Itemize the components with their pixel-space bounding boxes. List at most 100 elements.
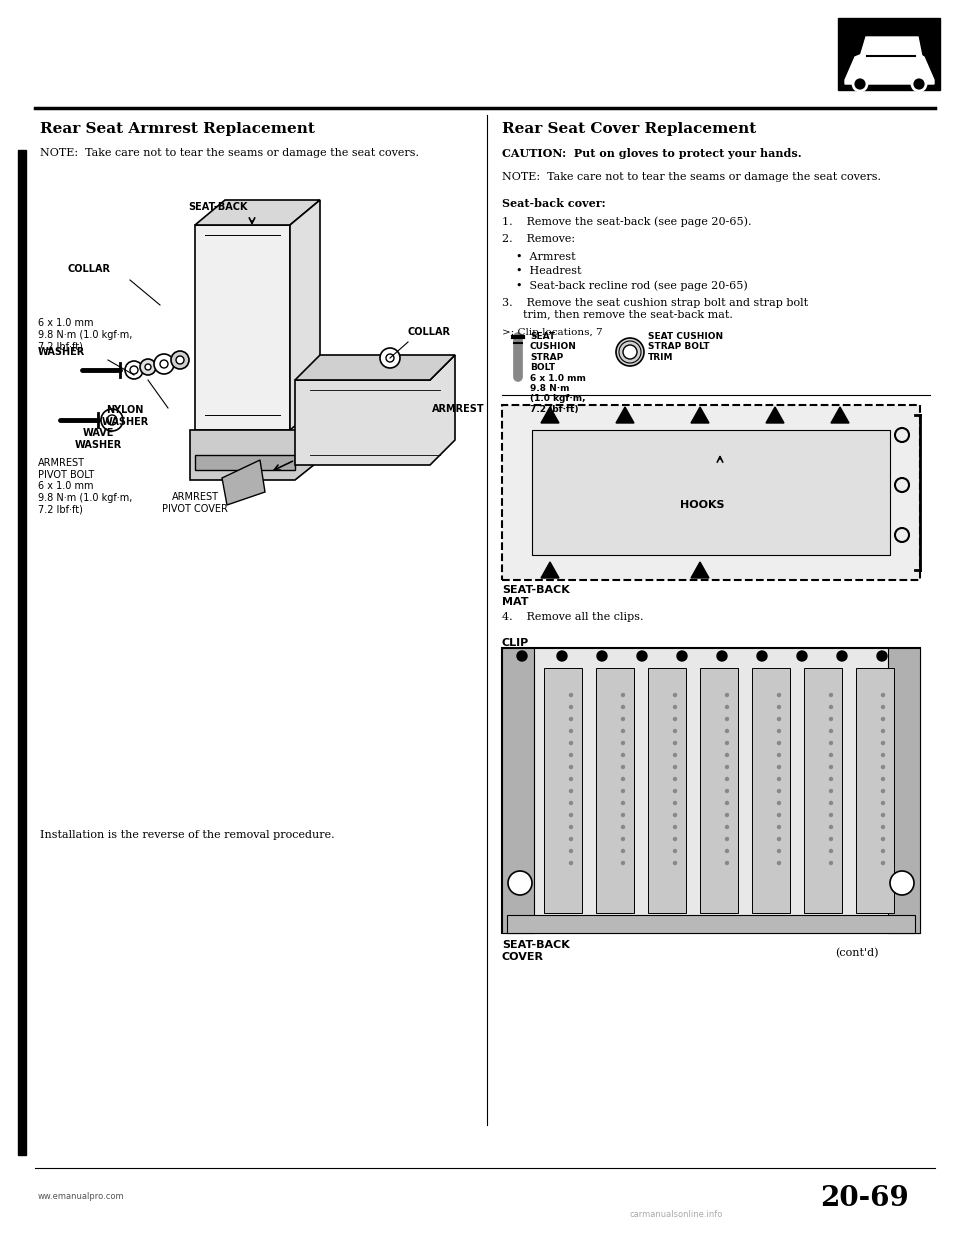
- Circle shape: [881, 801, 884, 805]
- Circle shape: [637, 651, 647, 661]
- Text: CLIP: CLIP: [502, 638, 529, 648]
- Circle shape: [778, 801, 780, 805]
- Circle shape: [881, 693, 884, 697]
- Circle shape: [829, 718, 832, 720]
- Circle shape: [881, 850, 884, 852]
- Circle shape: [778, 862, 780, 864]
- Circle shape: [881, 814, 884, 816]
- Circle shape: [674, 705, 677, 708]
- Polygon shape: [295, 355, 455, 465]
- Circle shape: [674, 741, 677, 744]
- Circle shape: [517, 651, 527, 661]
- Circle shape: [726, 826, 729, 828]
- Circle shape: [569, 729, 572, 733]
- Circle shape: [569, 741, 572, 744]
- Circle shape: [674, 826, 677, 828]
- Circle shape: [569, 790, 572, 792]
- Circle shape: [829, 801, 832, 805]
- Circle shape: [881, 754, 884, 756]
- Text: Seat-back cover:: Seat-back cover:: [502, 197, 606, 209]
- Circle shape: [881, 826, 884, 828]
- Circle shape: [726, 718, 729, 720]
- Polygon shape: [295, 355, 455, 380]
- Circle shape: [881, 705, 884, 708]
- Polygon shape: [190, 410, 320, 479]
- Text: SEAT-BACK
MAT: SEAT-BACK MAT: [502, 585, 569, 606]
- Text: NYLON
WASHER: NYLON WASHER: [102, 405, 149, 427]
- Text: ww.emanualpro.com: ww.emanualpro.com: [38, 1192, 125, 1201]
- Circle shape: [621, 850, 625, 852]
- Circle shape: [881, 765, 884, 769]
- Circle shape: [674, 729, 677, 733]
- Polygon shape: [616, 407, 634, 424]
- Text: (cont'd): (cont'd): [835, 948, 878, 959]
- Circle shape: [829, 729, 832, 733]
- Circle shape: [674, 801, 677, 805]
- Circle shape: [829, 850, 832, 852]
- Circle shape: [829, 765, 832, 769]
- Text: NOTE:  Take care not to tear the seams or damage the seat covers.: NOTE: Take care not to tear the seams or…: [40, 148, 419, 158]
- Text: SEAT
CUSHION
STRAP
BOLT
6 x 1.0 mm
9.8 N·m
(1.0 kgf·m,
7.2 lbf·ft): SEAT CUSHION STRAP BOLT 6 x 1.0 mm 9.8 N…: [530, 332, 586, 414]
- Text: ARMREST
PIVOT BOLT
6 x 1.0 mm
9.8 N·m (1.0 kgf·m,
7.2 lbf·ft): ARMREST PIVOT BOLT 6 x 1.0 mm 9.8 N·m (1…: [38, 458, 132, 514]
- Circle shape: [621, 814, 625, 816]
- Text: 6 x 1.0 mm
9.8 N·m (1.0 kgf·m,
7.2 lbf·ft): 6 x 1.0 mm 9.8 N·m (1.0 kgf·m, 7.2 lbf·f…: [38, 318, 132, 351]
- Circle shape: [778, 705, 780, 708]
- Text: •  Seat-back recline rod (see page 20-65): • Seat-back recline rod (see page 20-65): [516, 279, 748, 291]
- Text: SEAT-BACK
COVER: SEAT-BACK COVER: [502, 940, 569, 961]
- Circle shape: [778, 729, 780, 733]
- Bar: [596, 668, 634, 913]
- Text: •  Armrest: • Armrest: [516, 252, 576, 262]
- Circle shape: [726, 801, 729, 805]
- Circle shape: [829, 790, 832, 792]
- Circle shape: [171, 351, 189, 369]
- Circle shape: [674, 790, 677, 792]
- Bar: [502, 648, 534, 933]
- Circle shape: [130, 366, 138, 374]
- Circle shape: [557, 920, 567, 930]
- Circle shape: [569, 862, 572, 864]
- Circle shape: [677, 920, 687, 930]
- Circle shape: [881, 741, 884, 744]
- Circle shape: [778, 754, 780, 756]
- Circle shape: [569, 765, 572, 769]
- Circle shape: [877, 651, 887, 661]
- Circle shape: [829, 741, 832, 744]
- Circle shape: [778, 837, 780, 841]
- Circle shape: [160, 360, 168, 368]
- Text: Rear Seat Cover Replacement: Rear Seat Cover Replacement: [502, 122, 756, 137]
- Polygon shape: [290, 200, 320, 430]
- Bar: [804, 668, 842, 913]
- Circle shape: [569, 826, 572, 828]
- Text: COLLAR: COLLAR: [408, 327, 451, 337]
- Circle shape: [674, 850, 677, 852]
- Circle shape: [881, 862, 884, 864]
- Circle shape: [674, 777, 677, 780]
- Bar: [888, 648, 920, 933]
- Circle shape: [107, 415, 117, 425]
- Circle shape: [829, 705, 832, 708]
- Circle shape: [674, 862, 677, 864]
- Circle shape: [726, 705, 729, 708]
- Circle shape: [726, 729, 729, 733]
- Circle shape: [829, 826, 832, 828]
- Circle shape: [569, 754, 572, 756]
- Polygon shape: [195, 455, 295, 469]
- Circle shape: [101, 409, 123, 431]
- Circle shape: [621, 801, 625, 805]
- Circle shape: [778, 777, 780, 780]
- Text: 20-69: 20-69: [820, 1185, 909, 1212]
- Circle shape: [829, 837, 832, 841]
- Text: 4.    Remove all the clips.: 4. Remove all the clips.: [502, 612, 643, 622]
- Circle shape: [674, 693, 677, 697]
- Circle shape: [853, 77, 867, 91]
- Text: NOTE:  Take care not to tear the seams or damage the seat covers.: NOTE: Take care not to tear the seams or…: [502, 171, 881, 183]
- Polygon shape: [691, 561, 709, 578]
- Polygon shape: [845, 50, 934, 84]
- Circle shape: [757, 920, 767, 930]
- Circle shape: [881, 718, 884, 720]
- Circle shape: [829, 862, 832, 864]
- Circle shape: [386, 354, 394, 361]
- Circle shape: [557, 651, 567, 661]
- Circle shape: [757, 651, 767, 661]
- Circle shape: [726, 814, 729, 816]
